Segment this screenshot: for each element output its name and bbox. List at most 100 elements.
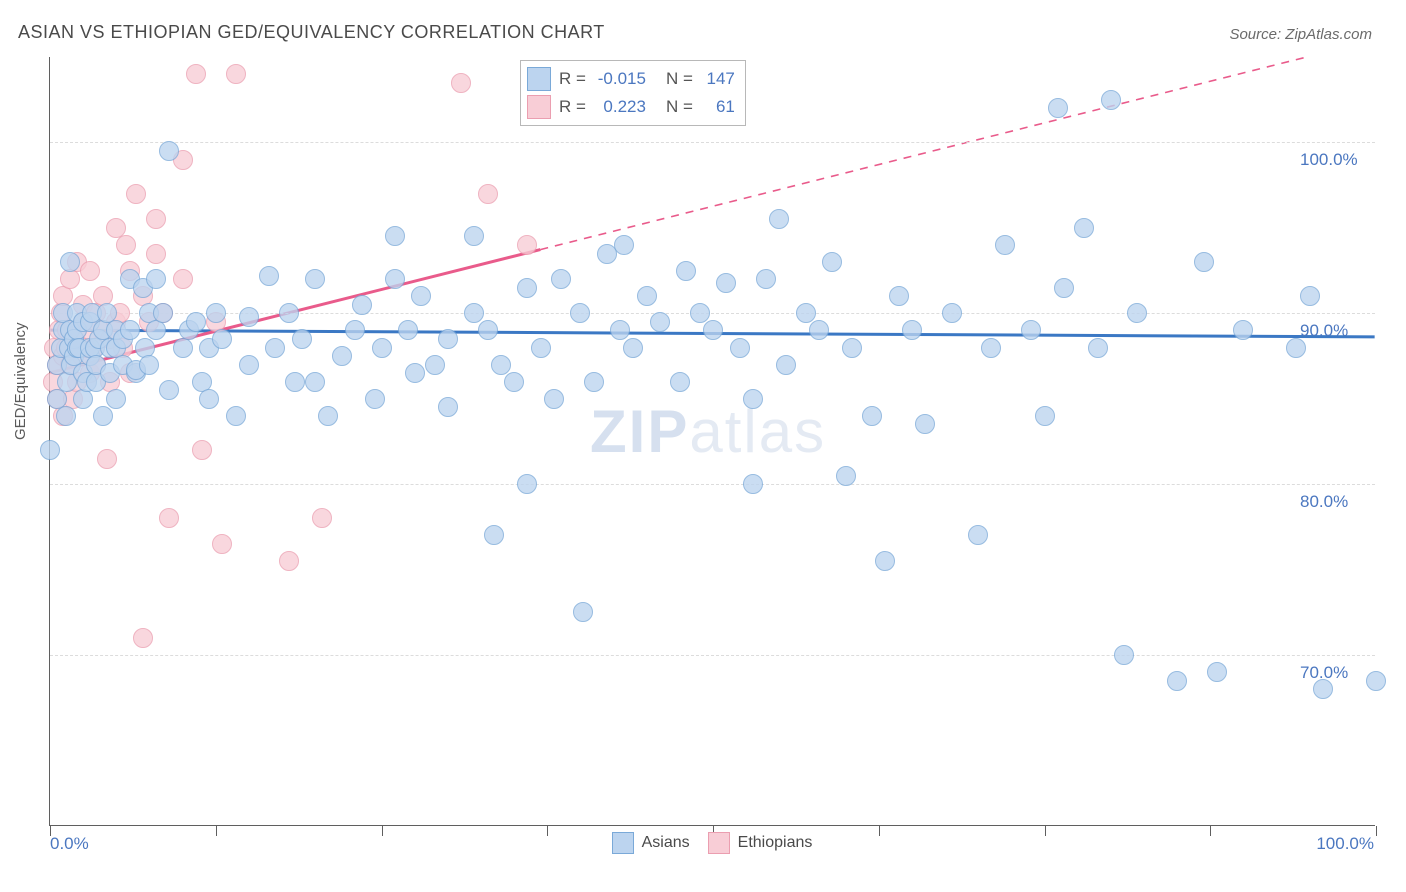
data-point <box>531 338 551 358</box>
trend-lines <box>50 57 1375 825</box>
data-point <box>690 303 710 323</box>
data-point <box>570 303 590 323</box>
data-point <box>478 184 498 204</box>
data-point <box>1127 303 1147 323</box>
data-point <box>1286 338 1306 358</box>
data-point <box>484 525 504 545</box>
data-point <box>139 355 159 375</box>
data-point <box>146 320 166 340</box>
data-point <box>478 320 498 340</box>
stat-n-value: 147 <box>701 69 735 89</box>
gridline <box>50 142 1375 143</box>
legend-swatch <box>612 832 634 854</box>
data-point <box>332 346 352 366</box>
data-point <box>212 329 232 349</box>
data-point <box>405 363 425 383</box>
data-point <box>1054 278 1074 298</box>
data-point <box>411 286 431 306</box>
correlation-stats-box: R =-0.015N =147R =0.223N =61 <box>520 60 746 126</box>
stat-r-label: R = <box>559 97 586 117</box>
data-point <box>551 269 571 289</box>
data-point <box>769 209 789 229</box>
data-point <box>345 320 365 340</box>
stat-r-label: R = <box>559 69 586 89</box>
data-point <box>60 269 80 289</box>
data-point <box>995 235 1015 255</box>
data-point <box>1114 645 1134 665</box>
data-point <box>610 320 630 340</box>
y-tick-label: 90.0% <box>1300 321 1348 341</box>
data-point <box>842 338 862 358</box>
data-point <box>126 184 146 204</box>
data-point <box>544 389 564 409</box>
stats-row: R =0.223N =61 <box>527 93 735 121</box>
data-point <box>159 141 179 161</box>
data-point <box>650 312 670 332</box>
data-point <box>573 602 593 622</box>
data-point <box>703 320 723 340</box>
data-point <box>1194 252 1214 272</box>
data-point <box>40 440 60 460</box>
data-point <box>159 380 179 400</box>
series-legend: Asians Ethiopians <box>0 832 1406 854</box>
data-point <box>106 389 126 409</box>
data-point <box>60 252 80 272</box>
data-point <box>1366 671 1386 691</box>
data-point <box>875 551 895 571</box>
data-point <box>968 525 988 545</box>
stats-row: R =-0.015N =147 <box>527 65 735 93</box>
data-point <box>1207 662 1227 682</box>
data-point <box>97 449 117 469</box>
data-point <box>206 303 226 323</box>
data-point <box>398 320 418 340</box>
gridline <box>50 484 1375 485</box>
data-point <box>915 414 935 434</box>
data-point <box>730 338 750 358</box>
stat-n-label: N = <box>666 69 693 89</box>
watermark: ZIPatlas <box>590 397 826 466</box>
data-point <box>862 406 882 426</box>
data-point <box>504 372 524 392</box>
y-axis-label: GED/Equivalency <box>12 322 29 440</box>
data-point <box>385 269 405 289</box>
data-point <box>756 269 776 289</box>
data-point <box>385 226 405 246</box>
data-point <box>292 329 312 349</box>
data-point <box>1035 406 1055 426</box>
data-point <box>670 372 690 392</box>
data-point <box>1101 90 1121 110</box>
data-point <box>464 303 484 323</box>
scatter-plot: ZIPatlas R =-0.015N =147R =0.223N =61 70… <box>49 57 1375 826</box>
source-credit: Source: ZipAtlas.com <box>1229 26 1372 43</box>
data-point <box>73 389 93 409</box>
data-point <box>491 355 511 375</box>
data-point <box>116 235 136 255</box>
data-point <box>796 303 816 323</box>
data-point <box>173 269 193 289</box>
legend-label: Asians <box>642 834 690 851</box>
data-point <box>623 338 643 358</box>
data-point <box>318 406 338 426</box>
data-point <box>1233 320 1253 340</box>
data-point <box>836 466 856 486</box>
legend-label: Ethiopians <box>738 834 813 851</box>
data-point <box>776 355 796 375</box>
data-point <box>259 266 279 286</box>
gridline <box>50 655 1375 656</box>
data-point <box>451 73 471 93</box>
data-point <box>239 307 259 327</box>
data-point <box>173 338 193 358</box>
data-point <box>239 355 259 375</box>
y-tick-label: 80.0% <box>1300 492 1348 512</box>
data-point <box>584 372 604 392</box>
data-point <box>438 397 458 417</box>
stat-n-label: N = <box>666 97 693 117</box>
data-point <box>716 273 736 293</box>
data-point <box>186 312 206 332</box>
data-point <box>279 303 299 323</box>
data-point <box>352 295 372 315</box>
data-point <box>637 286 657 306</box>
data-point <box>159 508 179 528</box>
data-point <box>1313 679 1333 699</box>
data-point <box>614 235 634 255</box>
